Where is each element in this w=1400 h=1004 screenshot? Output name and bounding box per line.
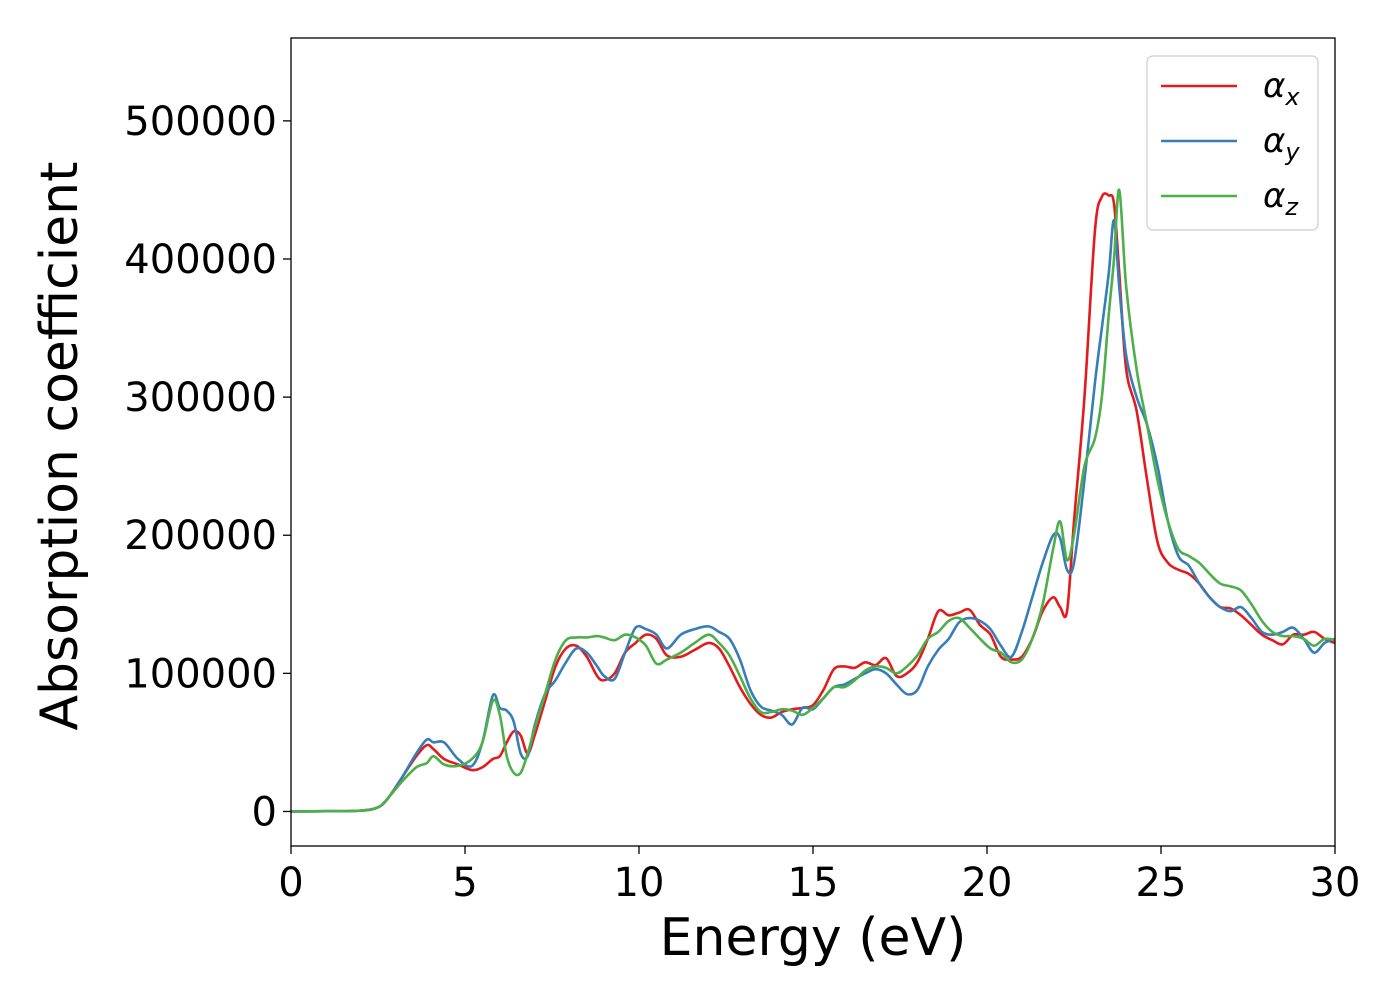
x-tick-label: 0 bbox=[278, 860, 303, 906]
series-group bbox=[291, 188, 1335, 813]
series-line-alpha-y bbox=[291, 219, 1335, 813]
legend-label-alpha-z: αz bbox=[1263, 176, 1299, 221]
x-axis-title: Energy (eV) bbox=[660, 908, 967, 968]
x-tick-label: 25 bbox=[1136, 860, 1187, 906]
y-tick-label: 200000 bbox=[124, 513, 277, 559]
x-tick-label: 20 bbox=[962, 860, 1013, 906]
y-axis-title: Absorption coefficient bbox=[30, 161, 90, 730]
x-tick-label: 5 bbox=[452, 860, 477, 906]
series-line-alpha-x bbox=[291, 192, 1335, 813]
x-axis: 0 5 10 15 20 25 30 bbox=[278, 846, 1360, 906]
legend-box bbox=[1146, 55, 1319, 231]
series-line-alpha-z bbox=[291, 188, 1335, 813]
y-axis: 0 100000 200000 300000 400000 500000 bbox=[124, 99, 291, 835]
y-tick-label: 400000 bbox=[124, 237, 277, 283]
x-tick-label: 10 bbox=[614, 860, 665, 906]
y-tick-label: 500000 bbox=[124, 99, 277, 145]
y-tick-label: 0 bbox=[252, 789, 277, 835]
x-tick-label: 30 bbox=[1310, 860, 1361, 906]
x-tick-label: 15 bbox=[788, 860, 839, 906]
y-tick-label: 100000 bbox=[124, 651, 277, 697]
y-tick-label: 300000 bbox=[124, 375, 277, 421]
